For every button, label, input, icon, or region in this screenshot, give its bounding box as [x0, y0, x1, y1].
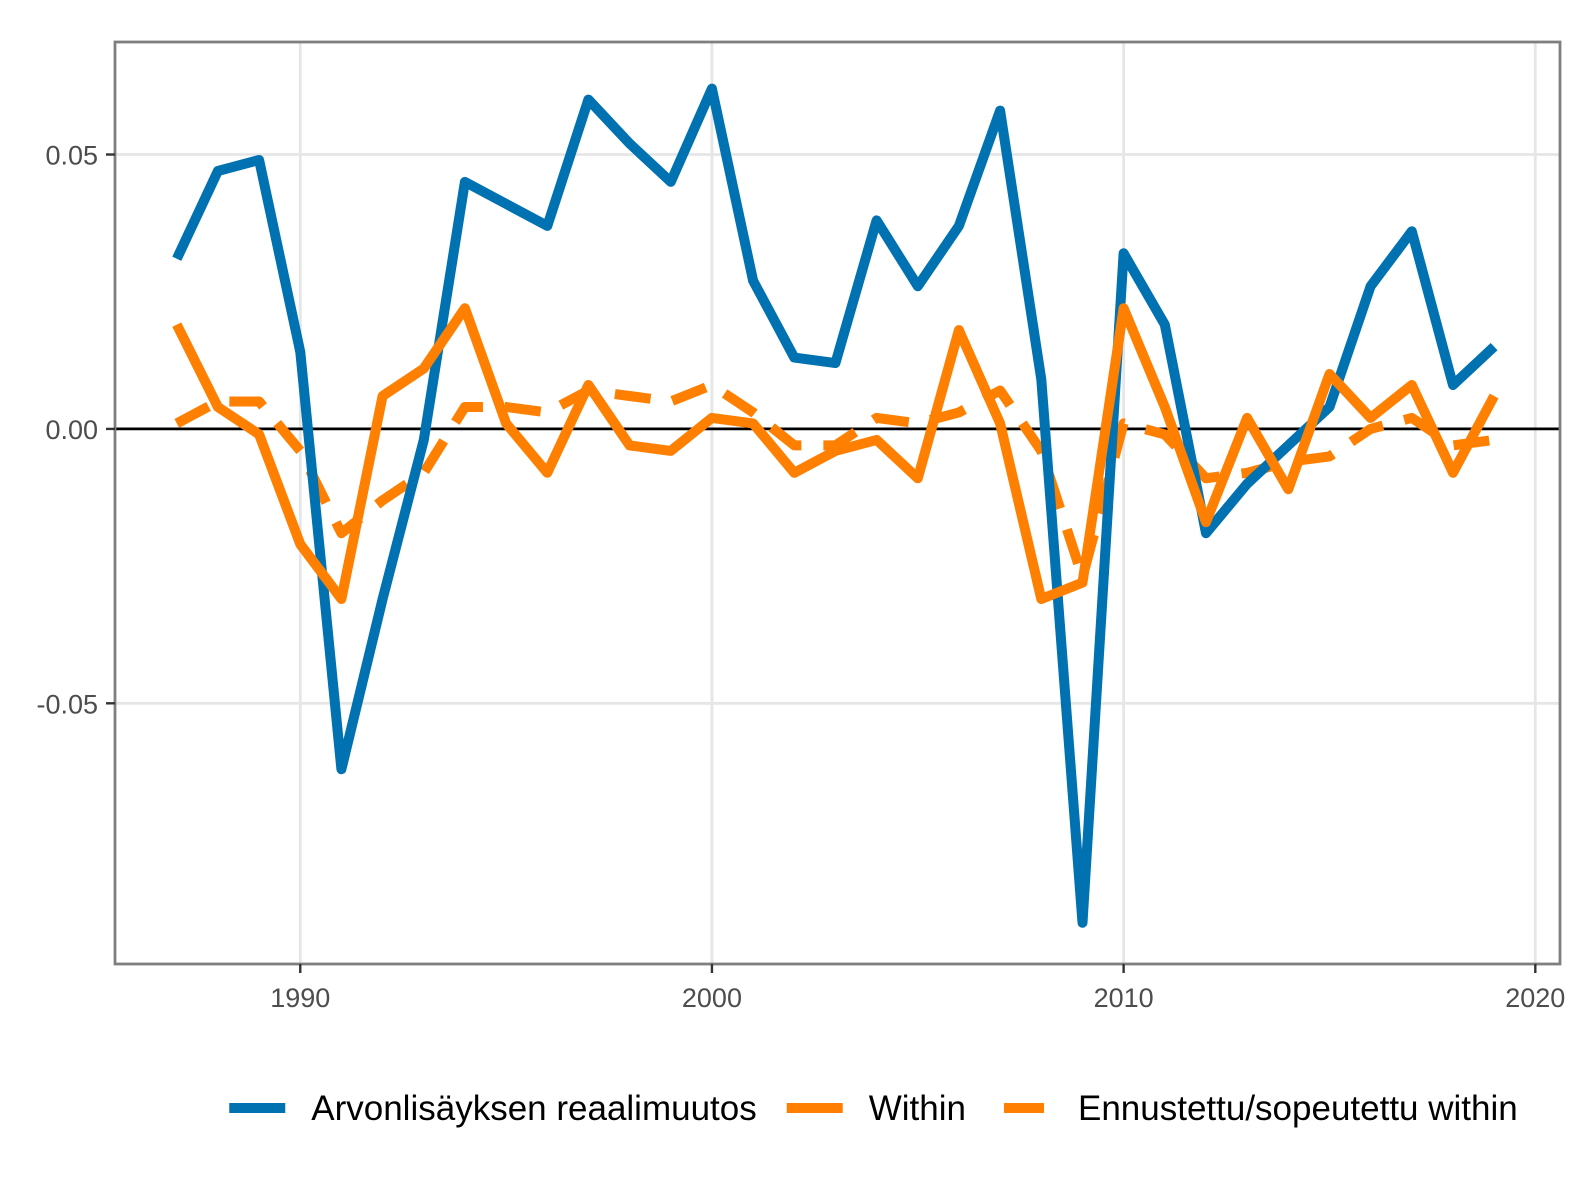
legend: Arvonlisäyksen reaalimuutos Within Ennuste… — [229, 1089, 1518, 1128]
legend-label-within: Within — [869, 1089, 966, 1128]
x-tick-label: 2010 — [1094, 983, 1154, 1013]
x-tick-label: 1990 — [270, 983, 330, 1013]
x-tick-label: 2020 — [1505, 983, 1565, 1013]
y-tick-label: 0.00 — [45, 415, 98, 445]
legend-label-arvonlis-yksen-reaalimuutos: Arvonlisäyksen reaalimuutos — [311, 1089, 756, 1128]
legend-label-ennustettu-sopeutettu-within: Ennustettu/sopeutettu within — [1078, 1089, 1518, 1128]
series-line-within — [172, 303, 1499, 604]
x-tick-label: 2000 — [682, 983, 742, 1013]
y-tick-label: 0.05 — [45, 141, 98, 171]
plot-panel-border — [113, 40, 1562, 966]
series-lines — [172, 83, 1499, 928]
y-tick-label: -0.05 — [36, 689, 98, 719]
axes: 1990 2000 2010 2020 0.05 0.00 -0.05 — [36, 141, 1565, 1013]
